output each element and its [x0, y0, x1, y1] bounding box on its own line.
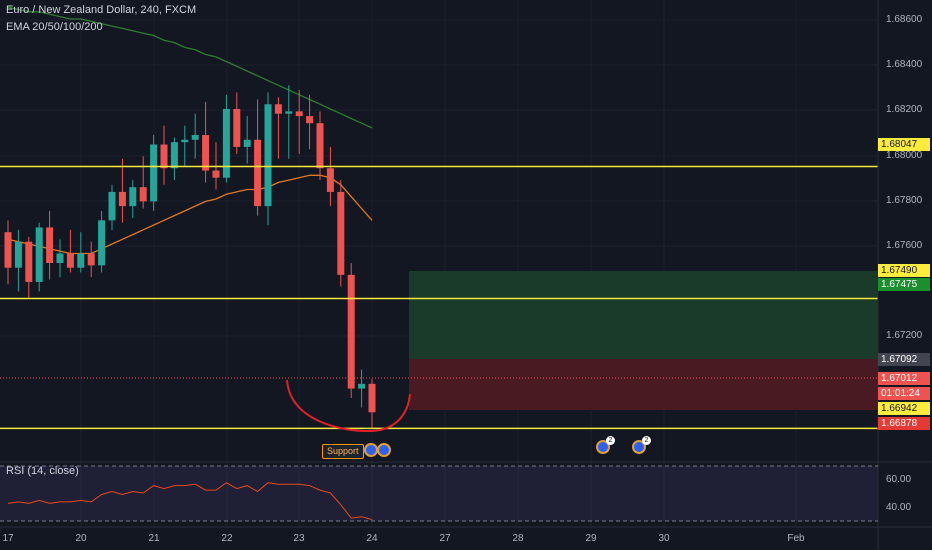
event-count-badge: 2	[606, 436, 615, 445]
price-tick: 1.68400	[886, 59, 923, 70]
candle-body	[285, 111, 293, 114]
time-tick: 17	[2, 533, 14, 544]
candle-body	[191, 135, 199, 140]
candle-body	[181, 139, 189, 143]
candle-body	[254, 139, 262, 207]
price-tick: 1.67200	[886, 330, 923, 341]
candle-body	[202, 135, 210, 171]
target-zone	[409, 271, 878, 359]
time-tick: 30	[658, 533, 670, 544]
rsi-indicator-label[interactable]: RSI (14, close)	[6, 465, 79, 477]
time-tick: 22	[221, 533, 233, 544]
candle-body	[306, 116, 314, 124]
candle-body	[139, 187, 147, 202]
last-price-tag[interactable]: 1.67012	[878, 372, 930, 385]
candle-body	[77, 253, 85, 268]
candle-body	[56, 253, 64, 263]
candle-body	[264, 104, 272, 207]
level-tag-3[interactable]: 1.66942	[878, 402, 930, 415]
economic-event-icon[interactable]	[377, 443, 391, 457]
rsi-tick: 60.00	[886, 474, 912, 485]
level-tag-1[interactable]: 1.68047	[878, 138, 930, 151]
candle-body	[150, 144, 158, 202]
horizontal-levels[interactable]	[0, 165, 878, 430]
time-tick: 29	[585, 533, 597, 544]
countdown-tag: 01:01:24	[878, 387, 930, 400]
symbol-title[interactable]: Euro / New Zealand Dollar, 240, FXCM	[6, 4, 197, 16]
candle-body	[274, 104, 282, 114]
price-tick: 1.67800	[886, 195, 923, 206]
time-tick: 24	[366, 533, 378, 544]
time-tick: Feb	[787, 533, 805, 544]
candle-body	[87, 253, 95, 266]
stop-zone	[409, 359, 878, 410]
time-tick: 27	[439, 533, 451, 544]
candle-body	[243, 139, 251, 147]
time-tick: 20	[75, 533, 87, 544]
candle-body	[98, 220, 106, 266]
rsi-band	[0, 466, 878, 521]
candle-body	[25, 241, 33, 282]
time-tick: 21	[148, 533, 160, 544]
candle-body	[170, 142, 178, 169]
price-tick: 1.68600	[886, 14, 923, 25]
candle-body	[337, 191, 345, 275]
target-tag[interactable]: 1.67475	[878, 278, 930, 291]
time-tick: 28	[512, 533, 524, 544]
grid	[0, 0, 878, 527]
rsi-line	[7, 482, 373, 521]
candle-body	[212, 170, 220, 178]
candle-body	[316, 123, 324, 169]
candle-body	[4, 232, 12, 268]
candle-body	[347, 274, 355, 389]
economic-event-icon[interactable]	[364, 443, 378, 457]
candle-body	[160, 144, 168, 169]
candle-body	[295, 111, 303, 117]
support-label[interactable]: Support	[322, 444, 364, 459]
candle-body	[14, 241, 22, 268]
level-tag-2[interactable]: 1.67490	[878, 264, 930, 277]
candle-body	[46, 227, 54, 263]
rsi-tick: 40.00	[886, 502, 912, 513]
candle-body	[66, 253, 74, 268]
candle-body	[222, 108, 230, 178]
price-tick: 1.68200	[886, 104, 923, 115]
candle-body	[108, 191, 116, 221]
ema-20-line	[7, 174, 373, 255]
event-count-badge: 2	[642, 436, 651, 445]
candle-body	[358, 383, 366, 389]
time-tick: 23	[293, 533, 305, 544]
stop-tag[interactable]: 1.66878	[878, 417, 930, 430]
entry-tag[interactable]: 1.67092	[878, 353, 930, 366]
candle-body	[233, 108, 241, 147]
candle-body	[129, 187, 137, 207]
ema-200-line	[7, 6, 373, 129]
candle-body	[368, 383, 376, 413]
price-tick: 1.67600	[886, 240, 923, 251]
candles	[4, 85, 376, 429]
ema-indicator-label[interactable]: EMA 20/50/100/200	[6, 21, 103, 33]
candle-body	[326, 168, 334, 192]
ema-lines	[7, 6, 373, 255]
candle-body	[118, 191, 126, 207]
support-curve[interactable]	[286, 379, 411, 433]
price-tick: 1.68000	[886, 150, 923, 161]
candle-body	[35, 227, 43, 282]
